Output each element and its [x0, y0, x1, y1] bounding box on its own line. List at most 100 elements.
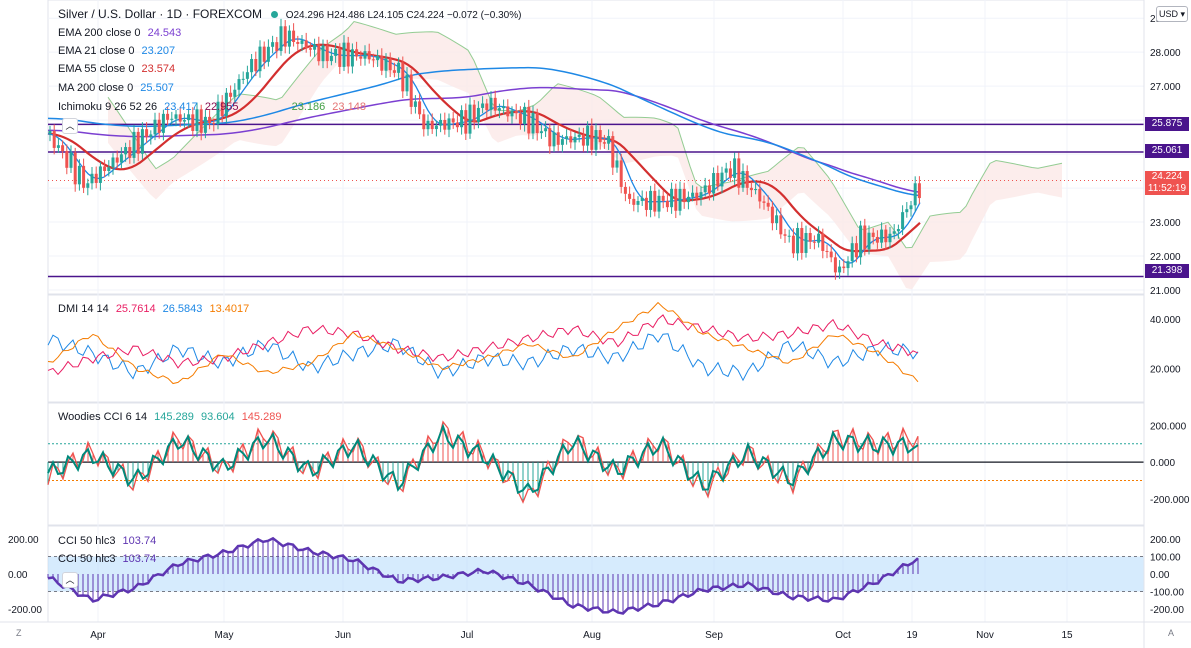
- candle-body: [187, 114, 191, 121]
- candle-body: [258, 46, 262, 72]
- candle-body: [409, 74, 413, 107]
- candle-body: [229, 92, 233, 97]
- woodies-v2: 93.604: [200, 411, 235, 423]
- price-tick-label: 28.000: [1150, 48, 1181, 59]
- candle-body: [338, 48, 342, 67]
- candles: [48, 18, 921, 280]
- candle-body: [329, 55, 333, 62]
- candle-body: [292, 30, 296, 43]
- candle-body: [821, 233, 825, 251]
- candle-body: [254, 58, 258, 72]
- candle-body: [796, 228, 800, 254]
- candle-body: [724, 168, 728, 173]
- candle-body: [199, 109, 203, 133]
- candle-body: [73, 152, 77, 185]
- ichimoku-legend[interactable]: Ichimoku 9 26 52 26 23.417 22.955 23.186…: [58, 100, 370, 114]
- ma200-legend[interactable]: MA 200 close 0 25.507: [58, 81, 178, 95]
- ema21-label: EMA 21 close 0: [58, 45, 135, 57]
- candle-body: [569, 136, 573, 143]
- candle-body: [279, 26, 283, 52]
- collapse-icon[interactable]: ︿: [62, 572, 78, 588]
- dmi-tick-label: 20.000: [1150, 364, 1181, 375]
- candle-body: [514, 110, 518, 114]
- candle-body: [132, 131, 136, 158]
- candle-body: [451, 118, 455, 123]
- candle-body: [98, 166, 102, 183]
- ema21-value: 23.207: [141, 45, 176, 57]
- candle-body: [271, 42, 275, 47]
- candle-body: [850, 243, 854, 262]
- candle-body: [69, 152, 73, 168]
- candle-body: [590, 125, 594, 150]
- woodies-legend[interactable]: Woodies CCI 6 14 145.289 93.604 145.289: [58, 410, 285, 424]
- last-price-label: 24.224 11:52:19: [1145, 171, 1189, 195]
- candle-body: [275, 42, 279, 52]
- candle-body: [170, 118, 174, 120]
- candle-body: [61, 145, 65, 152]
- candle-body: [388, 58, 392, 71]
- ema200-legend[interactable]: EMA 200 close 0 24.543: [58, 26, 185, 40]
- collapse-icon[interactable]: ︿: [62, 118, 78, 134]
- ema55-legend[interactable]: EMA 55 close 0 23.574: [58, 62, 179, 76]
- candle-body: [636, 201, 640, 205]
- candle-body: [846, 261, 850, 269]
- candle-body: [119, 154, 123, 163]
- candle-body: [506, 106, 510, 117]
- candle-body: [544, 128, 548, 132]
- cci1-legend[interactable]: CCI 50 hlc3 103.74: [58, 534, 160, 548]
- candle-body: [653, 190, 657, 212]
- candle-body: [497, 108, 501, 111]
- candle-body: [149, 134, 153, 138]
- currency-selector[interactable]: USD ▾: [1156, 6, 1188, 22]
- candle-body: [317, 44, 321, 62]
- ema21-legend[interactable]: EMA 21 close 0 23.207: [58, 44, 179, 58]
- candle-body: [581, 134, 585, 146]
- candle-body: [838, 266, 842, 273]
- candle-body: [174, 114, 178, 119]
- candle-body: [161, 113, 165, 133]
- candle-body: [350, 49, 354, 67]
- candle-body: [863, 225, 867, 250]
- candle-body: [691, 192, 695, 197]
- candle-body: [565, 136, 569, 140]
- candle-body: [115, 157, 119, 163]
- candle-body: [812, 241, 816, 243]
- auto-scale-icon[interactable]: A: [1168, 628, 1175, 638]
- dmi-v2: 26.5843: [162, 303, 203, 315]
- ichimoku-v4: 23.148: [332, 101, 366, 113]
- zoom-icon[interactable]: Z: [16, 628, 22, 638]
- candle-body: [649, 190, 653, 210]
- candle-body: [392, 70, 396, 73]
- dmi-legend[interactable]: DMI 14 14 25.7614 26.5843 13.4017: [58, 302, 253, 316]
- candle-body: [203, 116, 207, 133]
- candle-body: [733, 158, 737, 178]
- candle-body: [245, 72, 249, 79]
- candle-body: [413, 101, 417, 107]
- cci2-value: 103.74: [122, 553, 157, 565]
- candle-body: [842, 266, 846, 269]
- candle-body: [422, 114, 426, 130]
- candle-body: [548, 128, 552, 147]
- candle-body: [65, 151, 69, 168]
- ichimoku-cloud: [107, 21, 1063, 290]
- candle-body: [380, 55, 384, 71]
- cci-tick-label: 0.00: [1150, 570, 1170, 581]
- candle-body: [909, 205, 913, 210]
- candle-body: [905, 209, 909, 213]
- candle-body: [77, 165, 81, 185]
- candle-body: [607, 136, 611, 144]
- ichimoku-v3: 23.186: [291, 101, 326, 113]
- price-tick-label: 22.000: [1150, 252, 1181, 263]
- candle-body: [615, 160, 619, 168]
- pane-dmi: [47, 294, 1145, 403]
- level-label-25875: 25.875: [1145, 117, 1189, 131]
- ema55-label: EMA 55 close 0: [58, 63, 135, 75]
- candle-body: [510, 110, 514, 117]
- candle-body: [917, 183, 921, 199]
- candle-body: [359, 56, 363, 59]
- candle-body: [460, 110, 464, 128]
- dmi-tick-label: 40.000: [1150, 315, 1181, 326]
- candle-body: [103, 166, 107, 171]
- cci2-legend[interactable]: CCI 50 hlc3 103.74: [58, 552, 160, 566]
